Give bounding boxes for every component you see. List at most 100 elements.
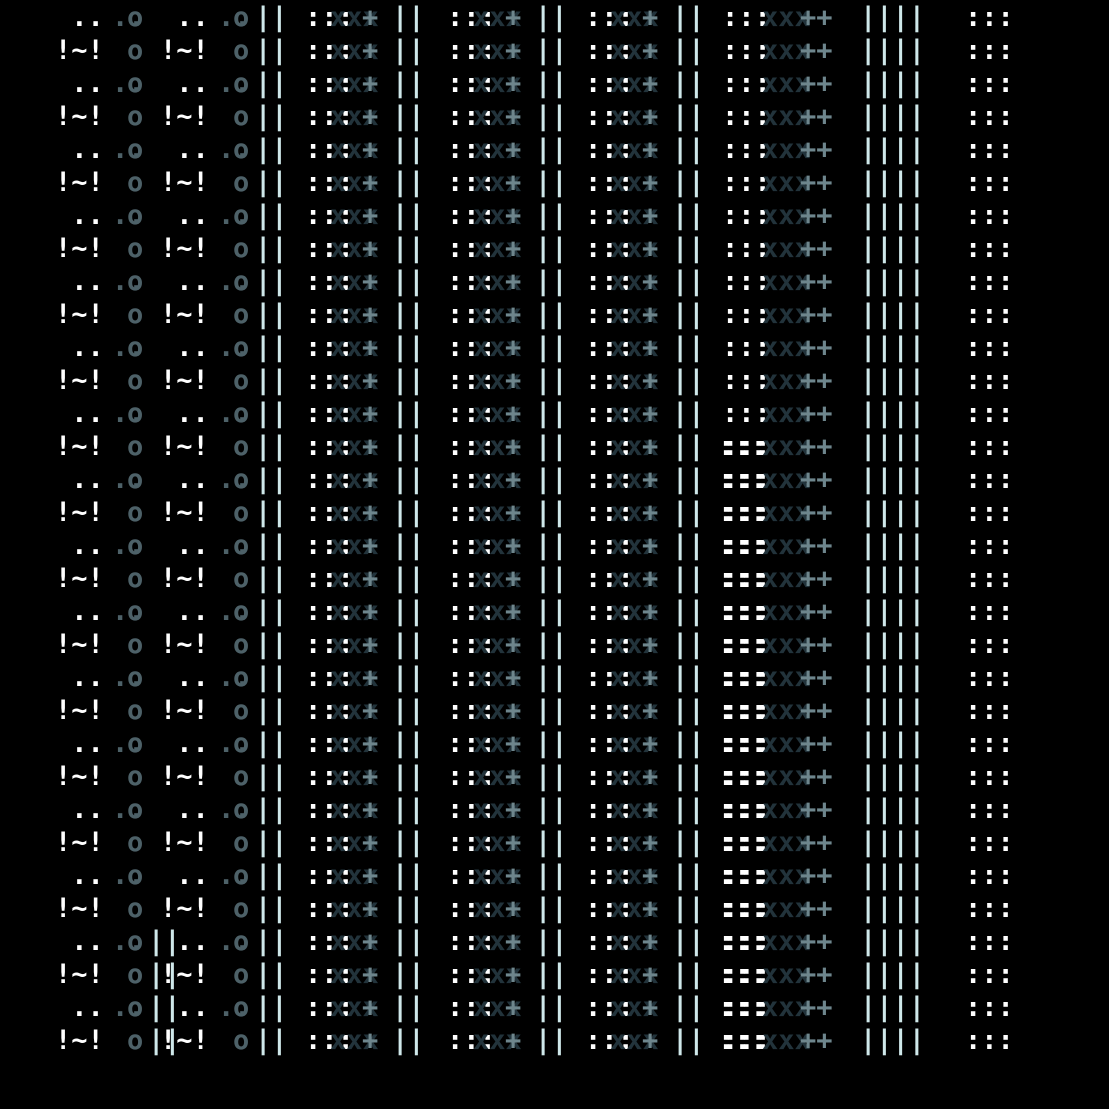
band-colon-a: ::: [305, 266, 354, 297]
band-colon-b: ::: [447, 695, 496, 726]
band-o-b: o [233, 233, 250, 264]
band-plus-double: ++ [800, 233, 833, 264]
band-colon-a: ::: [305, 629, 354, 660]
band-x-d: xxx [762, 827, 811, 858]
band-o-a: o [127, 728, 144, 759]
band-x-a: xxx [330, 629, 379, 660]
band-colon-c: ::: [585, 563, 634, 594]
band-colon-a: ::: [305, 860, 354, 891]
band-pipes-a: || [255, 992, 288, 1023]
band-plus-b: + [505, 728, 522, 759]
band-pipes-b: || [392, 596, 425, 627]
band-pipes-quad: |||| [860, 761, 926, 792]
band-tilde-a: !~! [55, 563, 104, 594]
band-colon-a: ::: [305, 233, 354, 264]
band-x-c: xxx [610, 563, 659, 594]
band-x-d: xxx [762, 68, 811, 99]
band-colon-b: ::: [447, 266, 496, 297]
band-o-b: o [233, 794, 250, 825]
band-x-a: xxx [330, 464, 379, 495]
band-plus-c: + [642, 992, 659, 1023]
band-o-a: o [127, 926, 144, 957]
terminal-row: .... o .... o ||::: xxx + ||::: xxx + ||::: xxx + ||… [0, 728, 1109, 776]
band-plus-b: + [505, 398, 522, 429]
band-plus-b: + [505, 101, 522, 132]
band-pipes-c: || [535, 134, 568, 165]
band-pipes-quad: |||| [860, 728, 926, 759]
band-x-d: xxx [762, 35, 811, 66]
band-o-b: o [233, 926, 250, 957]
band-colon-c: ::: [585, 299, 634, 330]
pipe-insert-lower-left: || [148, 1025, 181, 1056]
band-pipes-a: || [255, 695, 288, 726]
band-pipes-a: || [255, 299, 288, 330]
band-tilde-a: !~! [55, 959, 104, 990]
band-o-b: o [233, 695, 250, 726]
band-o-a: o [127, 299, 144, 330]
band-x-c: xxx [610, 695, 659, 726]
band-dots-b: .. [218, 926, 251, 957]
band-x-d: xxx [762, 728, 811, 759]
band-plus-double: ++ [800, 827, 833, 858]
band-x-b: xxx [473, 266, 522, 297]
band-colon-a: ::: [305, 563, 354, 594]
terminal-text-grid: !~! o!~! o||:::xxx+||:::xxx+||:::xxx+||:… [0, 2, 1109, 1056]
band-tilde-a: !~! [55, 101, 104, 132]
band-x-c: xxx [610, 464, 659, 495]
band-tilde-a: .. [55, 860, 104, 891]
band-colon-b: ::: [447, 299, 496, 330]
band-tilde-a: .. [55, 728, 104, 759]
terminal-row: .... o .... o ||::: xxx + ||::: xxx + ||::: xxx + ||… [0, 860, 1109, 908]
band-o-b: o [233, 167, 250, 198]
band-x-b: xxx [473, 200, 522, 231]
band-x-c: xxx [610, 596, 659, 627]
band-x-a: xxx [330, 101, 379, 132]
band-dots-a: .. [112, 794, 145, 825]
band-colon-d: ::: [722, 959, 771, 990]
band-x-c: xxx [610, 35, 659, 66]
band-x-a: xxx [330, 893, 379, 924]
band-x-a: xxx [330, 35, 379, 66]
band-pipes-quad: |||| [860, 926, 926, 957]
terminal-row: !~! o!~! o||:::xxx+||:::xxx+||:::xxx+||:… [0, 431, 1109, 479]
band-o-b: o [233, 2, 250, 33]
band-o-b: o [233, 662, 250, 693]
band-pipes-quad: |||| [860, 959, 926, 990]
band-colon-c: ::: [585, 134, 634, 165]
band-colon-d: ::: [722, 2, 771, 33]
band-tilde-b: .. [160, 860, 209, 891]
band-plus-a: + [362, 68, 379, 99]
band-tilde-a: !~! [55, 629, 104, 660]
band-x-b: xxx [473, 695, 522, 726]
colon-block-lower-right: ::: [718, 629, 767, 660]
band-dots-b: .. [218, 200, 251, 231]
band-plus-double: ++ [800, 167, 833, 198]
band-pipes-b: || [392, 101, 425, 132]
band-o-a: o [127, 233, 144, 264]
band-plus-a: + [362, 596, 379, 627]
band-x-a: xxx [330, 563, 379, 594]
band-tilde-a: .. [55, 200, 104, 231]
band-colon-c: ::: [585, 266, 634, 297]
band-pipes-d: || [672, 761, 705, 792]
band-pipes-c: || [535, 233, 568, 264]
band-x-c: xxx [610, 431, 659, 462]
band-pipes-a: || [255, 860, 288, 891]
band-colon-b: ::: [447, 926, 496, 957]
colon-block-lower-right: ::: [718, 431, 767, 462]
band-pipes-a: || [255, 332, 288, 363]
band-pipes-a: || [255, 629, 288, 660]
band-pipes-b: || [392, 959, 425, 990]
band-tilde-b: .. [160, 2, 209, 33]
terminal-row: .... o .... o ||::: xxx + ||::: xxx + ||::: xxx + ||… [0, 200, 1109, 248]
band-dots-b: .. [218, 530, 251, 561]
band-x-c: xxx [610, 233, 659, 264]
band-plus-double: ++ [800, 464, 833, 495]
band-tilde-a: !~! [55, 167, 104, 198]
band-pipes-quad: |||| [860, 860, 926, 891]
band-colon-a: ::: [305, 893, 354, 924]
band-colon-b: ::: [447, 134, 496, 165]
band-colon-d: ::: [722, 332, 771, 363]
band-plus-c: + [642, 563, 659, 594]
